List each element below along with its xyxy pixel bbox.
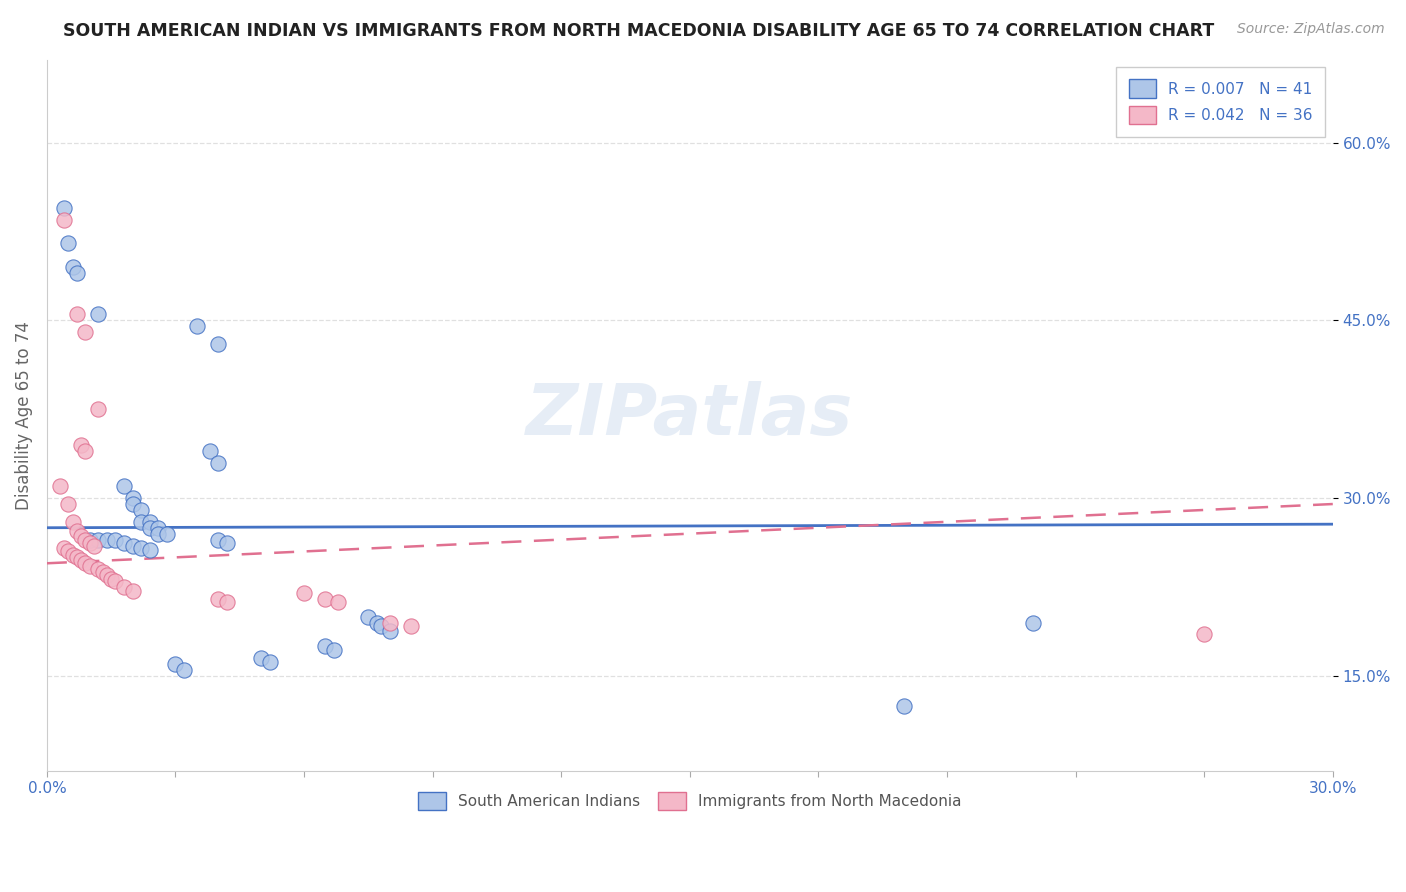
Point — [198, 443, 221, 458]
Point — [165, 657, 187, 671]
Point — [378, 624, 401, 638]
Point — [1192, 627, 1215, 641]
Point — [259, 655, 281, 669]
Point — [87, 562, 110, 576]
Point — [91, 565, 114, 579]
Point — [58, 544, 80, 558]
Point — [104, 574, 127, 588]
Point — [370, 619, 392, 633]
Point — [53, 212, 76, 227]
Point — [399, 619, 422, 633]
Point — [112, 479, 135, 493]
Point — [96, 533, 118, 547]
Point — [70, 553, 93, 567]
Point — [378, 615, 401, 630]
Point — [121, 497, 143, 511]
Point — [83, 539, 105, 553]
Point — [357, 609, 380, 624]
Point — [893, 698, 915, 713]
Point — [139, 543, 162, 558]
Point — [121, 583, 143, 598]
Point — [328, 595, 350, 609]
Point — [139, 521, 162, 535]
Point — [186, 319, 208, 334]
Point — [75, 325, 97, 339]
Text: ZIPatlas: ZIPatlas — [526, 381, 853, 450]
Point — [215, 595, 238, 609]
Point — [66, 266, 89, 280]
Point — [79, 536, 101, 550]
Point — [96, 568, 118, 582]
Point — [66, 550, 89, 565]
Point — [100, 572, 122, 586]
Point — [129, 503, 152, 517]
Legend: South American Indians, Immigrants from North Macedonia: South American Indians, Immigrants from … — [412, 786, 967, 816]
Point — [48, 479, 70, 493]
Point — [173, 663, 195, 677]
Point — [315, 591, 337, 606]
Point — [53, 541, 76, 555]
Point — [75, 556, 97, 570]
Point — [53, 201, 76, 215]
Point — [323, 642, 346, 657]
Point — [66, 524, 89, 539]
Point — [70, 438, 93, 452]
Point — [70, 529, 93, 543]
Point — [121, 491, 143, 505]
Point — [292, 586, 315, 600]
Point — [104, 533, 127, 547]
Point — [207, 337, 229, 351]
Text: Source: ZipAtlas.com: Source: ZipAtlas.com — [1237, 22, 1385, 37]
Point — [75, 443, 97, 458]
Point — [87, 402, 110, 417]
Point — [112, 580, 135, 594]
Point — [87, 307, 110, 321]
Point — [1022, 615, 1045, 630]
Text: SOUTH AMERICAN INDIAN VS IMMIGRANTS FROM NORTH MACEDONIA DISABILITY AGE 65 TO 74: SOUTH AMERICAN INDIAN VS IMMIGRANTS FROM… — [63, 22, 1215, 40]
Point — [79, 533, 101, 547]
Point — [366, 615, 388, 630]
Point — [207, 591, 229, 606]
Point — [87, 533, 110, 547]
Point — [148, 521, 170, 535]
Point — [121, 539, 143, 553]
Point — [207, 456, 229, 470]
Point — [139, 515, 162, 529]
Point — [58, 236, 80, 251]
Point — [215, 536, 238, 550]
Point — [62, 260, 84, 274]
Point — [129, 515, 152, 529]
Point — [207, 533, 229, 547]
Point — [66, 307, 89, 321]
Point — [250, 651, 273, 665]
Point — [62, 515, 84, 529]
Point — [112, 536, 135, 550]
Y-axis label: Disability Age 65 to 74: Disability Age 65 to 74 — [15, 321, 32, 509]
Point — [79, 558, 101, 573]
Point — [62, 548, 84, 562]
Point — [148, 526, 170, 541]
Point — [156, 526, 179, 541]
Point — [75, 533, 97, 547]
Point — [58, 497, 80, 511]
Point — [315, 639, 337, 653]
Point — [129, 541, 152, 555]
